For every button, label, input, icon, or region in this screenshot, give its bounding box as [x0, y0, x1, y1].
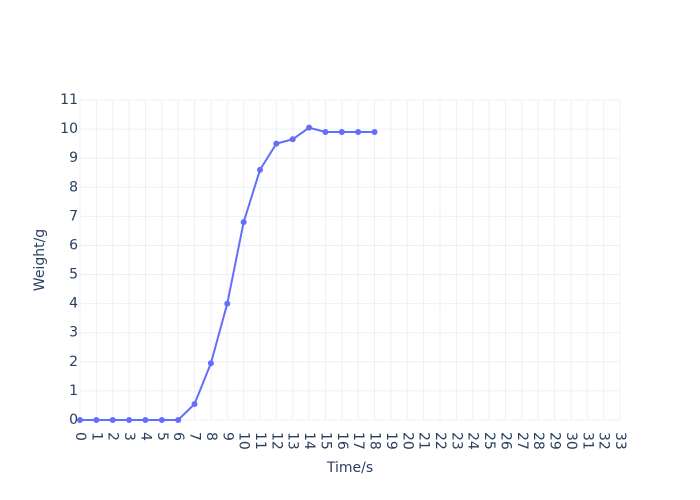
x-tick-label: 3	[121, 432, 137, 441]
x-tick-label: 11	[252, 432, 268, 450]
x-tick-label: 29	[547, 432, 563, 450]
data-point	[142, 417, 149, 423]
data-point	[93, 417, 100, 423]
x-tick-label: 4	[137, 432, 153, 441]
x-tick-label: 26	[497, 432, 513, 450]
data-point	[355, 129, 362, 135]
x-tick-label: 14	[301, 432, 317, 450]
data-point	[289, 136, 296, 143]
data-point	[77, 417, 83, 423]
x-tick-label: 28	[530, 432, 546, 450]
data-point	[273, 140, 280, 147]
x-axis-ticks: 0 1 2 3 4 5 6 7 8 9 10 11 12 13 14 15 16 17 18 19 20 21 22 23 24…	[72, 432, 628, 450]
x-tick-label: 16	[334, 432, 350, 450]
data-point	[207, 360, 214, 367]
data-point	[126, 417, 133, 423]
y-tick-label: 6	[69, 237, 78, 253]
data-point	[322, 129, 329, 135]
data-point	[371, 129, 378, 135]
data-point	[158, 417, 165, 423]
series-layer	[77, 124, 378, 423]
x-tick-label: 7	[187, 432, 203, 441]
data-point	[175, 417, 182, 423]
x-tick-label: 25	[481, 432, 497, 450]
y-axis-ticks: 0 1 2 3 4 5 6 7 8 9 10 11	[60, 92, 78, 428]
y-tick-label: 5	[69, 267, 78, 283]
x-tick-label: 17	[350, 432, 366, 450]
x-tick-label: 21	[416, 432, 432, 450]
x-tick-label: 23	[448, 432, 464, 450]
data-point	[224, 300, 231, 307]
data-point	[257, 166, 263, 173]
x-tick-label: 2	[105, 432, 121, 441]
x-tick-label: 5	[154, 432, 170, 441]
x-tick-label: 15	[317, 432, 333, 450]
y-tick-label: 9	[69, 150, 78, 166]
x-tick-label: 33	[612, 432, 628, 450]
y-tick-label: 11	[60, 92, 78, 108]
data-point	[191, 401, 198, 407]
x-tick-label: 13	[285, 432, 301, 450]
x-tick-label: 0	[72, 432, 88, 441]
y-tick-label: 10	[60, 121, 78, 137]
x-tick-label: 18	[367, 432, 383, 450]
y-tick-label: 4	[69, 296, 78, 312]
y-tick-label: 7	[69, 208, 78, 224]
y-axis-title: Weight/g	[32, 229, 48, 291]
x-tick-label: 6	[170, 432, 186, 441]
x-tick-label: 31	[579, 432, 595, 450]
x-tick-label: 8	[203, 432, 219, 441]
x-tick-label: 10	[236, 432, 252, 450]
x-tick-label: 12	[268, 432, 284, 450]
x-tick-label: 30	[563, 432, 579, 450]
x-tick-label: 20	[399, 432, 415, 450]
x-tick-label: 22	[432, 432, 448, 450]
data-point	[240, 219, 247, 226]
x-tick-label: 24	[465, 432, 481, 450]
data-point	[109, 417, 116, 423]
y-tick-label: 2	[69, 354, 78, 370]
y-tick-label: 0	[69, 412, 78, 428]
y-tick-label: 3	[69, 325, 78, 341]
data-point	[338, 129, 345, 135]
y-tick-label: 1	[69, 383, 78, 399]
x-tick-label: 32	[596, 432, 612, 450]
x-tick-label: 27	[514, 432, 530, 450]
x-tick-label: 19	[383, 432, 399, 450]
data-point	[306, 124, 313, 131]
x-axis-title: Time/s	[326, 460, 373, 476]
y-tick-label: 8	[69, 179, 78, 195]
grid	[79, 99, 621, 421]
x-tick-label: 1	[88, 432, 104, 441]
x-tick-label: 9	[219, 432, 235, 441]
